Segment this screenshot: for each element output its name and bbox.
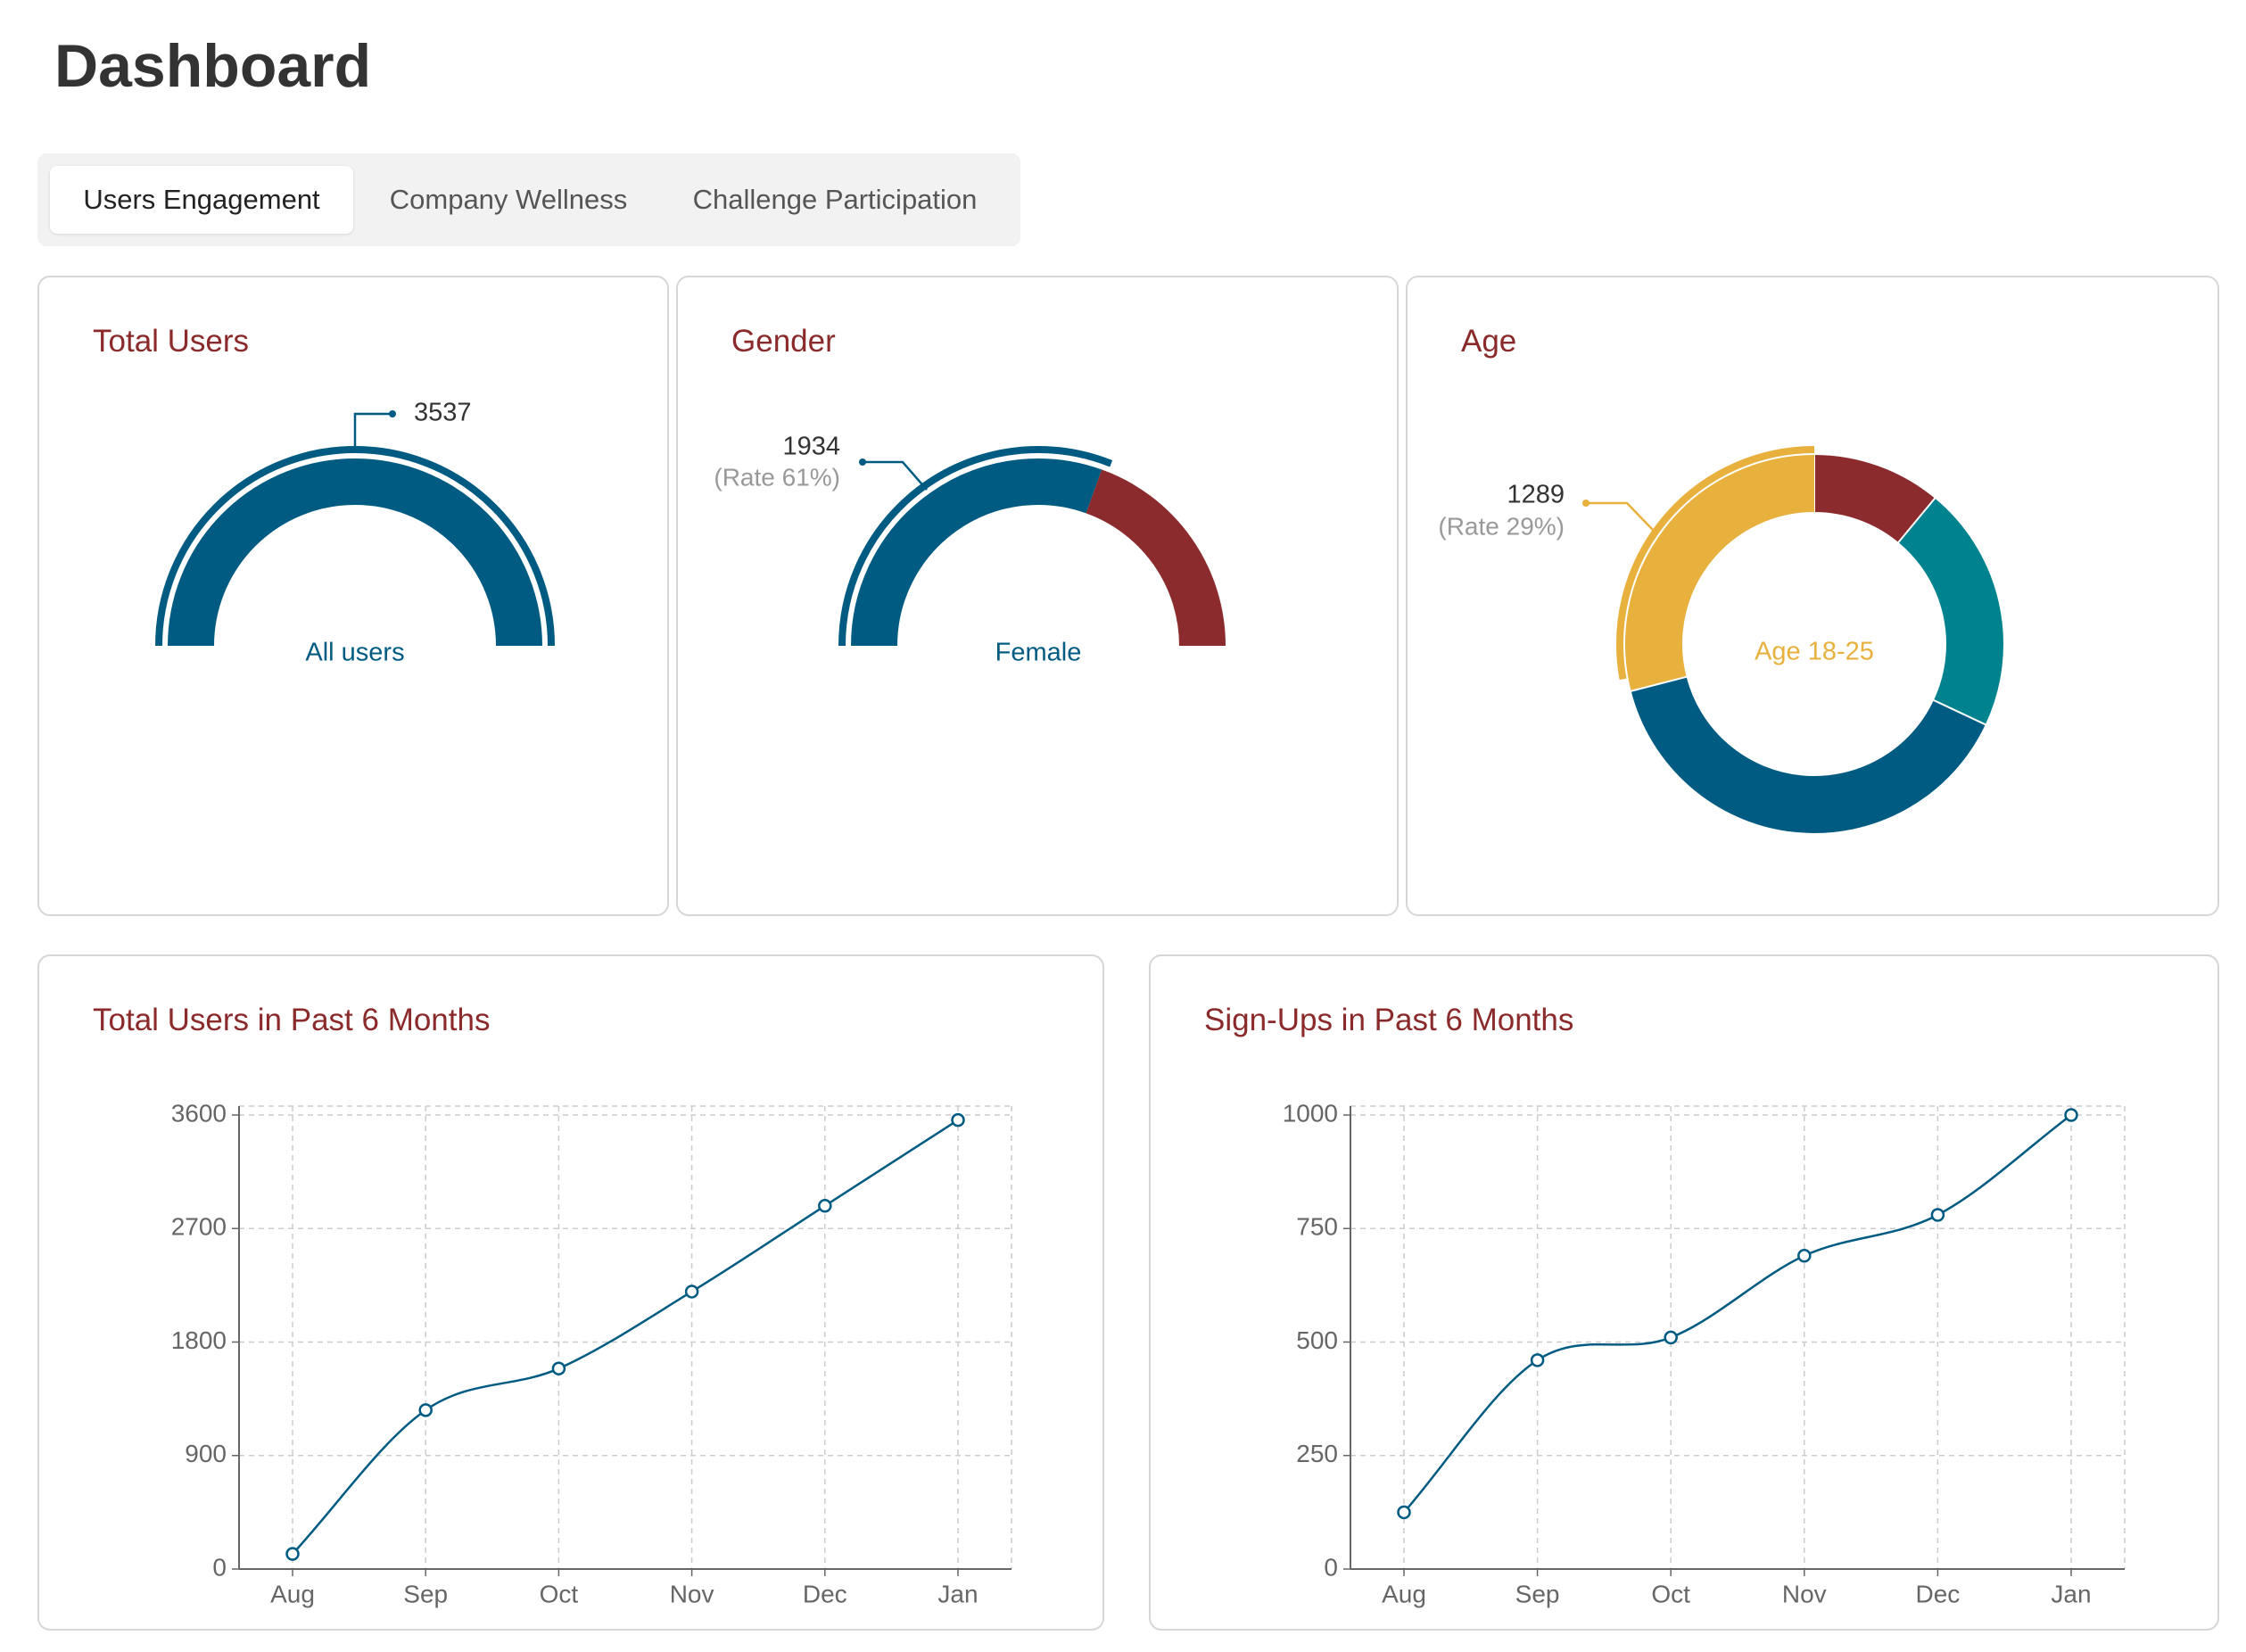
tab-bar: Users Engagement Company Wellness Challe… [37,153,1020,246]
data-point [551,1361,566,1375]
x-tick-label: Dec [803,1580,847,1607]
female-arc [851,458,1102,647]
tab-challenge-participation[interactable]: Challenge Participation [692,184,978,215]
y-tick-label: 1000 [1283,1099,1338,1127]
data-point [1664,1330,1678,1345]
y-tick-label: 750 [1296,1213,1338,1241]
page-title: Dashboard [54,32,372,100]
card-title: Total Users [93,324,250,359]
age-highlight-arc [1616,446,1815,681]
card-title: Age [1461,324,1517,359]
age-donut: 1289 (Rate 29%) Age 18-25 [1438,446,2003,833]
tab-users-engagement[interactable]: Users Engagement [50,166,353,234]
x-tick-label: Dec [1916,1580,1961,1607]
total-users-card: Total Users 3537 All users [37,276,669,916]
age-segment [1631,676,1986,833]
data-point [2064,1108,2078,1122]
total-users-line-chart: 0 900 1800 2700 3600 Aug Sep Oct Nov Dec Jan [171,1099,1012,1607]
y-tick-label: 3600 [171,1099,227,1127]
gender-value: 1934 [782,433,840,461]
gender-card: Gender 1934 (Rate 61%) Female [676,276,1399,916]
x-tick-label: Sep [1515,1580,1560,1607]
y-tick-label: 500 [1296,1326,1338,1354]
data-point [684,1284,699,1299]
y-tick-label: 900 [185,1440,227,1467]
age-segment-separator [1896,497,1936,544]
x-tick-label: Jan [937,1580,978,1607]
total-users-gauge: 3537 All users [155,399,555,667]
age-center-label: Age 18-25 [1755,638,1874,666]
gender-leader-dot [859,458,866,466]
x-tick-label: Aug [1382,1580,1426,1607]
age-segment [1625,455,1815,691]
x-tick-label: Aug [270,1580,315,1607]
data-point [1797,1249,1812,1263]
female-highlight-arc [838,446,1113,647]
sign-ups-trend-card: Sign-Ups in Past 6 Months 0 250 500 750 1000… [1149,954,2219,1631]
card-title: Total Users in Past 6 Months [93,1003,491,1037]
x-tick-label: Oct [540,1580,579,1607]
total-users-trend-card: Total Users in Past 6 Months 0 900 1800 270… [37,954,1104,1631]
x-tick-label: Oct [1651,1580,1690,1607]
gender-rate: (Rate 61%) [714,463,840,491]
y-tick-label: 2700 [171,1213,227,1241]
age-segment [1813,455,1936,543]
x-tick-label: Nov [1782,1580,1827,1607]
card-title: Gender [731,324,836,359]
series-line [292,1119,959,1555]
data-point [285,1547,300,1561]
gauge-fill-arc [168,458,542,647]
gauge-leader-line [353,412,392,450]
x-tick-label: Jan [2051,1580,2091,1607]
sign-ups-line-chart: 0 250 500 750 1000 Aug Sep Oct Nov Dec Jan [1283,1099,2126,1607]
series-line [1403,1113,2072,1514]
gender-center-label: Female [995,639,1082,667]
age-segment-separator [1630,675,1688,692]
age-segment-separator [1932,698,1987,726]
age-rate: (Rate 29%) [1438,512,1565,540]
data-point [1397,1505,1411,1520]
male-arc [1085,469,1226,647]
data-point [818,1199,832,1213]
age-segment [1897,498,2003,725]
x-tick-label: Sep [403,1580,448,1607]
age-leader-line [1586,501,1654,531]
data-point [1930,1208,1945,1222]
tab-company-wellness[interactable]: Company Wellness [389,184,628,215]
x-tick-label: Nov [670,1580,714,1607]
age-value: 1289 [1507,481,1565,509]
y-tick-label: 0 [1324,1553,1338,1581]
data-point [418,1403,433,1417]
total-users-value: 3537 [414,399,472,427]
age-card: Age 1289 (Rate 29%) Age 18-25 [1406,276,2219,916]
y-tick-label: 250 [1296,1440,1338,1467]
gender-gauge: 1934 (Rate 61%) Female [714,433,1226,667]
data-point [1530,1353,1545,1367]
data-point [951,1112,965,1127]
card-title: Sign-Ups in Past 6 Months [1204,1003,1574,1037]
y-tick-label: 0 [212,1553,227,1581]
gauge-center-label: All users [305,639,404,667]
gender-leader-line [863,460,928,491]
gauge-leader-dot [389,410,396,417]
y-tick-label: 1800 [171,1326,227,1354]
age-leader-dot [1582,500,1590,507]
